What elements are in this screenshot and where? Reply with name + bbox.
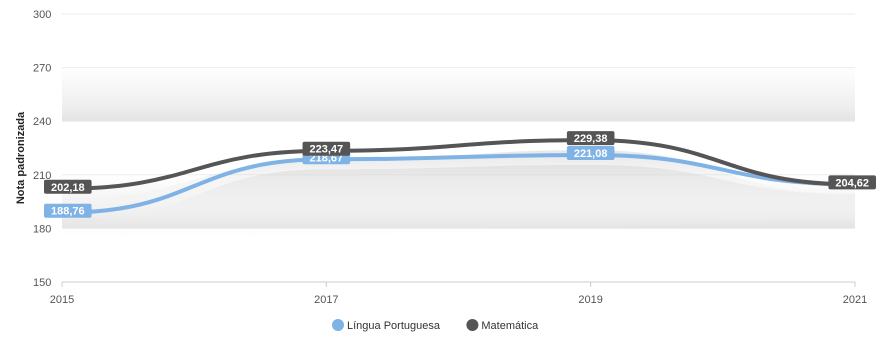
series-shadow [62, 150, 855, 223]
data-label: 188,76 [44, 203, 92, 218]
background-band [62, 67, 855, 122]
data-label: 229,38 [566, 131, 615, 146]
svg-text:221,08: 221,08 [574, 148, 608, 160]
legend-label: Língua Portuguesa [347, 320, 441, 332]
svg-text:188,76: 188,76 [51, 206, 85, 218]
svg-text:229,38: 229,38 [574, 133, 608, 145]
data-label: 223,47 [302, 141, 351, 156]
y-tick-label: 210 [33, 170, 51, 182]
y-tick-label: 270 [33, 63, 51, 75]
background-band [62, 14, 855, 68]
svg-text:204,62: 204,62 [835, 177, 869, 189]
y-tick-label: 180 [33, 223, 51, 235]
data-label: 204,62 [828, 175, 876, 190]
series-line [60, 153, 857, 215]
x-tick-label: 2021 [843, 294, 867, 306]
svg-text:202,18: 202,18 [51, 182, 85, 194]
y-axis-ticks: 300 270 240 210 180 150 [33, 9, 51, 289]
series-lines [60, 138, 857, 215]
legend-marker-icon [332, 319, 344, 331]
y-axis-label: Nota padronizada [15, 111, 27, 204]
series-shadows [62, 150, 855, 247]
y-tick-label: 240 [33, 116, 51, 128]
legend-item[interactable]: Matemática [466, 319, 539, 332]
data-label: 221,08 [566, 146, 615, 161]
data-label: 202,18 [44, 179, 92, 194]
x-tick-label: 2019 [578, 294, 602, 306]
y-tick-label: 300 [33, 9, 51, 21]
series-line [60, 138, 857, 191]
svg-text:223,47: 223,47 [310, 144, 344, 156]
x-axis-ticks: 2015 2017 2019 2021 [50, 281, 867, 306]
legend-item[interactable]: Língua Portuguesa [332, 319, 441, 332]
legend-label: Matemática [481, 320, 539, 332]
legend: Língua Portuguesa Matemática [332, 319, 539, 332]
legend-marker-icon [466, 319, 479, 331]
x-tick-label: 2015 [50, 294, 74, 306]
x-tick-label: 2017 [314, 294, 338, 306]
y-tick-label: 150 [33, 277, 51, 289]
